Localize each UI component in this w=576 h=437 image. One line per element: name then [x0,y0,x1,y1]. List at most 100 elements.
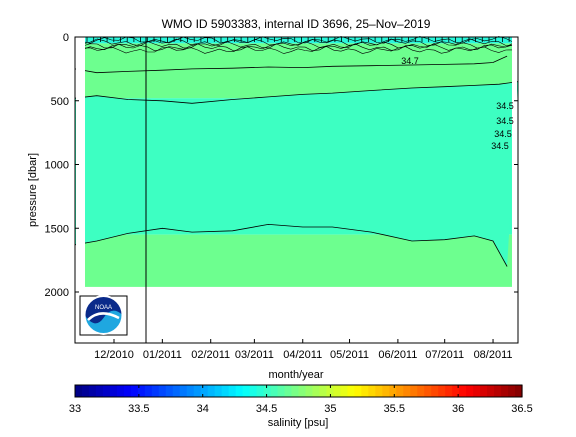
contour-label: 34.5 [496,101,514,111]
colorbar-cell [396,385,404,397]
x-tick-label: 02/2011 [191,349,230,361]
plot-frame [74,36,519,344]
x-tick-label: 08/2011 [474,349,513,361]
no-data-right [512,38,517,342]
colorbar-cell [424,385,432,397]
colorbar-tick-label: 33 [69,403,81,415]
x-tick-label: 05/2011 [330,349,369,361]
colorbar-cell [459,385,467,397]
colorbar-cell [501,385,509,397]
colorbar-cell [473,385,481,397]
colorbar-cell [242,385,251,397]
noaa-logo: NOAA [79,295,128,336]
colorbar-cell [466,385,474,397]
colorbar-cell [319,385,328,397]
colorbar-cell [305,385,314,397]
colorbar-cell [312,385,321,397]
colorbar-cell [151,385,160,397]
salinity-core-band [75,81,518,267]
colorbar-cell [158,385,167,397]
no-data-left [76,38,85,342]
surface-contour-2 [82,40,514,49]
colorbar-cell [403,385,411,397]
colorbar-cell [291,385,300,397]
colorbar-cell [200,385,209,397]
colorbar-cell [193,385,202,397]
contour-line-0 [74,55,508,74]
salinity-layer-0 [85,37,512,44]
logo-ring [83,295,124,335]
colorbar: 33 33.5 34 34.5 35 35.5 36 36.5 [69,384,533,415]
colorbar-tick-label: 36 [452,403,464,415]
contour-label: 34.7 [401,56,419,66]
colorbar-cell [102,385,111,397]
x-tick-label: 03/2011 [235,349,274,361]
colorbar-cell [137,385,146,397]
contour-label: 34.5 [494,129,512,139]
colorbar-cell [235,385,244,397]
y-tick-label: 1500 [45,223,69,235]
colorbar-tick-label: 36.5 [511,403,532,415]
no-data-region [76,38,517,342]
surface-contour-4 [82,46,514,54]
y-tick-label: 500 [51,96,69,108]
y-tick-label: 2000 [45,287,69,299]
colorbar-cell [75,385,83,397]
colorbar-cell [452,385,460,397]
y-axis-label: pressure [dbar] [27,153,39,227]
colorbar-cell [172,385,181,397]
colorbar-tick-label: 35.5 [384,403,405,415]
surface-contour-3 [82,43,514,52]
colorbar-cell [214,385,223,397]
x-tick-label: 07/2011 [425,349,464,361]
surface-noise-contours [82,36,514,54]
chart-title: WMO ID 5903383, internal ID 3696, 25–Nov… [162,17,431,31]
surface-contour-0 [82,36,514,44]
colorbar-cell [515,385,523,397]
colorbar-cell [347,385,355,397]
colorbar-cell [256,385,265,397]
colorbar-cell [277,385,286,397]
y-axis: 0 500 1000 1500 2000 [45,32,518,299]
colorbar-frame [74,384,523,398]
colorbar-cell [340,385,348,397]
colorbar-cell [95,385,104,397]
colorbar-cell [284,385,293,397]
colorbar-cell [326,385,335,397]
colorbar-cell [389,385,397,397]
y-tick-label: 1000 [45,160,69,172]
salinity-layers [75,37,518,287]
colorbar-cell [165,385,174,397]
colorbar-cell [186,385,195,397]
colorbar-cell [480,385,488,397]
colorbar-cell [228,385,237,397]
contour-line-2 [74,223,508,267]
x-axis-label: month/year [268,369,323,381]
colorbar-cell [249,385,258,397]
colorbar-cell [116,385,125,397]
contour-label: 34.5 [491,141,509,151]
colorbar-cell [88,385,97,397]
colorbar-cell [368,385,376,397]
colorbar-cell [354,385,362,397]
contour-lines [74,55,519,267]
contour-labels: 34.7 34.5 34.5 34.5 34.5 [401,56,514,151]
y-tick-label: 0 [63,32,69,44]
colorbar-cell [130,385,139,397]
colorbar-cell [179,385,188,397]
colorbar-tick-label: 34 [197,403,209,415]
logo-text: NOAA [95,305,112,311]
colorbar-cell [487,385,495,397]
colorbar-cell [417,385,425,397]
contour-label: 34.5 [496,116,514,126]
colorbar-cell [270,385,279,397]
colorbar-cell [431,385,439,397]
contour-line-1 [74,81,519,104]
colorbar-cell [361,385,369,397]
colorbar-cell [333,385,342,397]
colorbar-cell [375,385,383,397]
x-tick-label: 01/2011 [143,349,182,361]
salinity-layer-3 [85,234,512,287]
